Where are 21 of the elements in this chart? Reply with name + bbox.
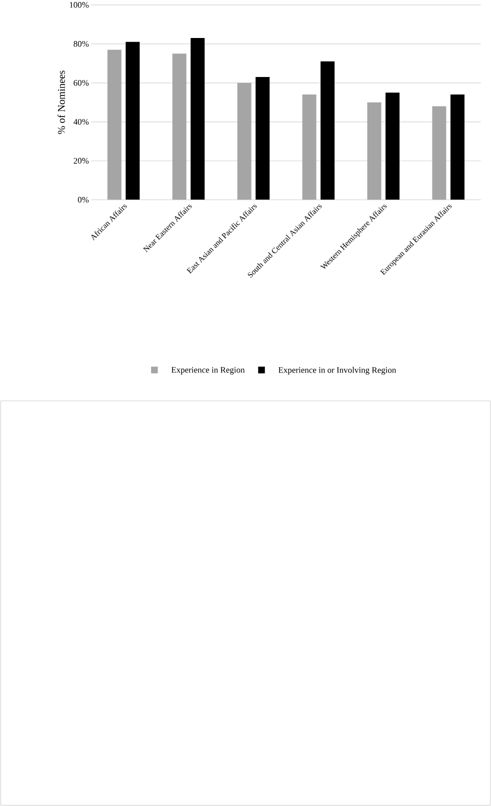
bar bbox=[126, 42, 140, 200]
bar bbox=[450, 94, 464, 200]
bar bbox=[302, 94, 316, 200]
y-tick-label: 0% bbox=[78, 196, 89, 203]
bar bbox=[172, 54, 186, 200]
y-tick-label: 60% bbox=[74, 80, 89, 86]
bar bbox=[432, 106, 446, 200]
bar bbox=[256, 77, 270, 200]
bar bbox=[385, 92, 400, 200]
bar bbox=[107, 50, 122, 200]
bar bbox=[237, 82, 252, 200]
y-tick-label: 20% bbox=[74, 158, 89, 164]
bar bbox=[190, 38, 205, 200]
bar bbox=[367, 102, 382, 200]
y-tick-label: 80% bbox=[74, 40, 89, 47]
legend-label: Experience in Region bbox=[171, 367, 245, 375]
legend-label: Experience in or Involving Region bbox=[278, 366, 396, 375]
y-tick-label: 40% bbox=[73, 118, 89, 125]
y-tick-label: 100% bbox=[70, 2, 89, 8]
bar bbox=[320, 61, 335, 200]
y-axis-title: % of Nominees bbox=[57, 70, 65, 134]
